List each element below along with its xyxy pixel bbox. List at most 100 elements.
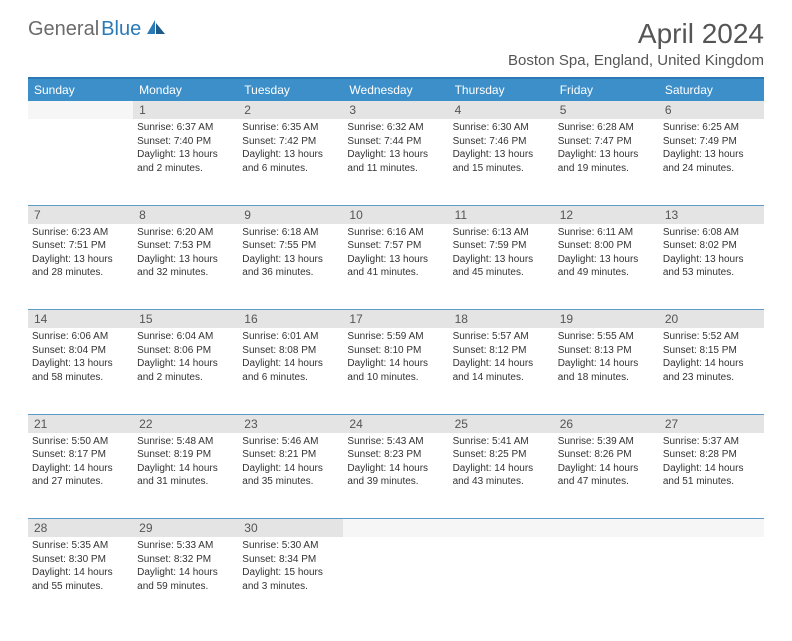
day-info-line: Daylight: 14 hours bbox=[32, 462, 129, 476]
day-info-line: and 31 minutes. bbox=[137, 475, 234, 489]
day-info-line: Sunrise: 5:55 AM bbox=[558, 330, 655, 344]
day-info-line: and 18 minutes. bbox=[558, 371, 655, 385]
day-28-cell: Sunrise: 5:35 AMSunset: 8:30 PMDaylight:… bbox=[28, 537, 133, 623]
daynum-blank bbox=[659, 519, 764, 538]
daynum-29: 29 bbox=[133, 519, 238, 538]
daynum-12: 12 bbox=[554, 205, 659, 224]
day-info-line: Daylight: 13 hours bbox=[453, 253, 550, 267]
week-0-nums: 123456 bbox=[28, 101, 764, 119]
day-info-line: Daylight: 14 hours bbox=[347, 462, 444, 476]
day-info-line: Daylight: 13 hours bbox=[347, 253, 444, 267]
week-2-info: Sunrise: 6:06 AMSunset: 8:04 PMDaylight:… bbox=[28, 328, 764, 414]
day-info-line: Sunrise: 5:30 AM bbox=[242, 539, 339, 553]
day-info-line: Sunrise: 6:16 AM bbox=[347, 226, 444, 240]
daynum-28: 28 bbox=[28, 519, 133, 538]
day-info-line: Sunrise: 6:01 AM bbox=[242, 330, 339, 344]
day-info-line: Sunrise: 6:23 AM bbox=[32, 226, 129, 240]
day-info-line: Daylight: 15 hours bbox=[242, 566, 339, 580]
daynum-19: 19 bbox=[554, 310, 659, 329]
day-info-line: Daylight: 13 hours bbox=[32, 253, 129, 267]
day-info-line: and 19 minutes. bbox=[558, 162, 655, 176]
dow-wednesday: Wednesday bbox=[343, 78, 448, 101]
day-info-line: and 10 minutes. bbox=[347, 371, 444, 385]
day-info-line: Sunrise: 5:48 AM bbox=[137, 435, 234, 449]
day-info-line: Sunrise: 6:35 AM bbox=[242, 121, 339, 135]
day-6-cell: Sunrise: 6:25 AMSunset: 7:49 PMDaylight:… bbox=[659, 119, 764, 205]
day-info-line: Sunset: 8:08 PM bbox=[242, 344, 339, 358]
day-info-line: and 39 minutes. bbox=[347, 475, 444, 489]
day-info-line: and 6 minutes. bbox=[242, 371, 339, 385]
day-info-line: and 27 minutes. bbox=[32, 475, 129, 489]
day-info-line: and 32 minutes. bbox=[137, 266, 234, 280]
day-info-line: and 11 minutes. bbox=[347, 162, 444, 176]
day-info-line: Sunset: 8:32 PM bbox=[137, 553, 234, 567]
daynum-20: 20 bbox=[659, 310, 764, 329]
daynum-30: 30 bbox=[238, 519, 343, 538]
day-30-cell: Sunrise: 5:30 AMSunset: 8:34 PMDaylight:… bbox=[238, 537, 343, 623]
day-13-cell: Sunrise: 6:08 AMSunset: 8:02 PMDaylight:… bbox=[659, 224, 764, 310]
day-15-cell: Sunrise: 6:04 AMSunset: 8:06 PMDaylight:… bbox=[133, 328, 238, 414]
day-info-line: Sunset: 8:02 PM bbox=[663, 239, 760, 253]
day-info-line: and 51 minutes. bbox=[663, 475, 760, 489]
day-info-line: and 41 minutes. bbox=[347, 266, 444, 280]
dow-tuesday: Tuesday bbox=[238, 78, 343, 101]
day-info-line: Sunset: 8:30 PM bbox=[32, 553, 129, 567]
day-info-line: Daylight: 14 hours bbox=[453, 462, 550, 476]
day-info-line: Daylight: 14 hours bbox=[663, 462, 760, 476]
day-info-line: Sunrise: 5:52 AM bbox=[663, 330, 760, 344]
calendar-table: SundayMondayTuesdayWednesdayThursdayFrid… bbox=[28, 77, 764, 623]
day-info-line: Sunset: 7:55 PM bbox=[242, 239, 339, 253]
day-info-line: and 14 minutes. bbox=[453, 371, 550, 385]
daynum-11: 11 bbox=[449, 205, 554, 224]
daynum-26: 26 bbox=[554, 414, 659, 433]
daynum-24: 24 bbox=[343, 414, 448, 433]
day-11-cell: Sunrise: 6:13 AMSunset: 7:59 PMDaylight:… bbox=[449, 224, 554, 310]
logo: GeneralBlue bbox=[28, 18, 167, 41]
day-23-cell: Sunrise: 5:46 AMSunset: 8:21 PMDaylight:… bbox=[238, 433, 343, 519]
day-info-line: Sunrise: 5:50 AM bbox=[32, 435, 129, 449]
day-info-line: and 35 minutes. bbox=[242, 475, 339, 489]
day-4-cell: Sunrise: 6:30 AMSunset: 7:46 PMDaylight:… bbox=[449, 119, 554, 205]
day-info-line: Sunrise: 6:18 AM bbox=[242, 226, 339, 240]
day-info-line: Daylight: 13 hours bbox=[558, 148, 655, 162]
day-info-line: Sunset: 7:59 PM bbox=[453, 239, 550, 253]
header: GeneralBlue April 2024 Boston Spa, Engla… bbox=[28, 18, 764, 69]
day-blank-cell bbox=[554, 537, 659, 623]
day-info-line: Sunrise: 6:13 AM bbox=[453, 226, 550, 240]
day-info-line: and 58 minutes. bbox=[32, 371, 129, 385]
dow-thursday: Thursday bbox=[449, 78, 554, 101]
day-info-line: Sunset: 7:47 PM bbox=[558, 135, 655, 149]
day-info-line: and 28 minutes. bbox=[32, 266, 129, 280]
day-info-line: Daylight: 13 hours bbox=[242, 148, 339, 162]
daynum-13: 13 bbox=[659, 205, 764, 224]
daynum-blank bbox=[449, 519, 554, 538]
day-20-cell: Sunrise: 5:52 AMSunset: 8:15 PMDaylight:… bbox=[659, 328, 764, 414]
logo-sail-icon bbox=[145, 18, 167, 41]
day-info-line: Daylight: 14 hours bbox=[137, 566, 234, 580]
day-info-line: Sunset: 8:04 PM bbox=[32, 344, 129, 358]
day-info-line: and 43 minutes. bbox=[453, 475, 550, 489]
day-info-line: Sunset: 8:34 PM bbox=[242, 553, 339, 567]
day-info-line: Sunrise: 6:37 AM bbox=[137, 121, 234, 135]
day-16-cell: Sunrise: 6:01 AMSunset: 8:08 PMDaylight:… bbox=[238, 328, 343, 414]
day-info-line: Sunrise: 5:35 AM bbox=[32, 539, 129, 553]
daynum-17: 17 bbox=[343, 310, 448, 329]
day-info-line: and 36 minutes. bbox=[242, 266, 339, 280]
daynum-5: 5 bbox=[554, 101, 659, 119]
day-info-line: and 24 minutes. bbox=[663, 162, 760, 176]
day-info-line: Sunset: 7:46 PM bbox=[453, 135, 550, 149]
daynum-4: 4 bbox=[449, 101, 554, 119]
daynum-18: 18 bbox=[449, 310, 554, 329]
daynum-7: 7 bbox=[28, 205, 133, 224]
day-info-line: Sunrise: 5:43 AM bbox=[347, 435, 444, 449]
day-info-line: Daylight: 14 hours bbox=[558, 357, 655, 371]
day-info-line: Daylight: 14 hours bbox=[242, 357, 339, 371]
day-info-line: Sunset: 8:26 PM bbox=[558, 448, 655, 462]
day-blank-cell bbox=[28, 119, 133, 205]
week-4-nums: 282930 bbox=[28, 519, 764, 538]
day-info-line: Sunrise: 6:30 AM bbox=[453, 121, 550, 135]
day-info-line: Sunset: 8:13 PM bbox=[558, 344, 655, 358]
daynum-blank bbox=[28, 101, 133, 119]
week-2-nums: 14151617181920 bbox=[28, 310, 764, 329]
day-info-line: Sunrise: 6:08 AM bbox=[663, 226, 760, 240]
